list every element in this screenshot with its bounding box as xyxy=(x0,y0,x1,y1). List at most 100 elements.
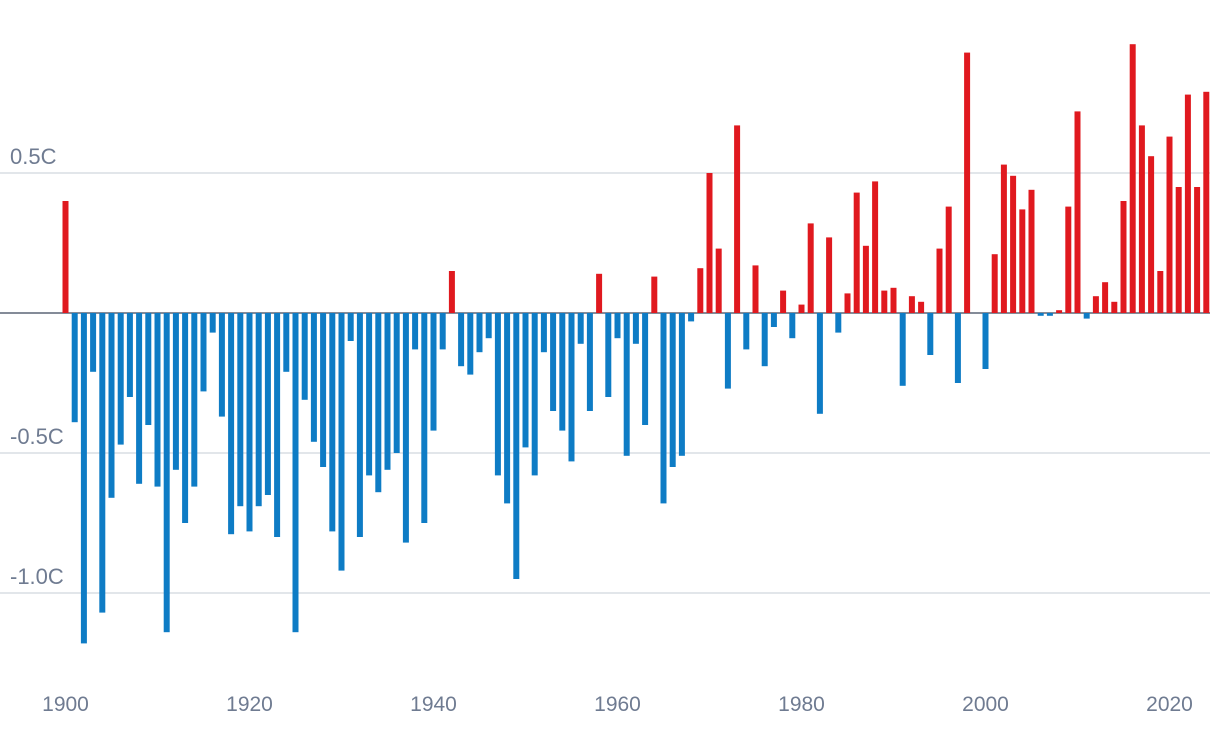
bar-1903 xyxy=(90,313,97,372)
bar-1979 xyxy=(789,313,796,339)
bar-1993 xyxy=(918,301,925,313)
bar-1934 xyxy=(375,313,382,493)
bar-2003 xyxy=(1010,175,1017,313)
bar-1937 xyxy=(402,313,409,543)
bar-1963 xyxy=(642,313,649,425)
bar-1995 xyxy=(936,248,943,313)
bar-1988 xyxy=(872,181,879,313)
x-tick-label: 1980 xyxy=(778,693,825,716)
bar-1960 xyxy=(614,313,621,339)
bar-2014 xyxy=(1111,301,1118,313)
bar-2005 xyxy=(1028,189,1035,313)
bar-1921 xyxy=(255,313,262,507)
y-tick-label: -1.0C xyxy=(10,564,64,589)
bar-1912 xyxy=(172,313,179,470)
bar-1945 xyxy=(476,313,483,353)
bar-2019 xyxy=(1157,271,1164,313)
bar-1904 xyxy=(99,313,106,613)
bar-1935 xyxy=(384,313,391,470)
bar-1905 xyxy=(108,313,115,498)
bar-2020 xyxy=(1166,136,1173,313)
bar-1969 xyxy=(697,268,704,313)
bar-2013 xyxy=(1102,282,1109,313)
bar-1951 xyxy=(531,313,538,476)
x-tick-label: 1920 xyxy=(226,693,273,716)
bar-1958 xyxy=(596,273,603,313)
bar-1911 xyxy=(163,313,170,633)
bar-1957 xyxy=(586,313,593,411)
bar-2010 xyxy=(1074,111,1081,314)
bar-1917 xyxy=(218,313,225,417)
bar-1965 xyxy=(660,313,667,504)
bar-1977 xyxy=(770,313,777,327)
bar-2000 xyxy=(982,313,989,369)
bar-1902 xyxy=(80,313,87,644)
bar-1916 xyxy=(209,313,216,333)
bar-1949 xyxy=(513,313,520,579)
bar-1923 xyxy=(274,313,281,537)
bar-1932 xyxy=(356,313,363,537)
x-tick-label: 2020 xyxy=(1146,693,1193,716)
x-tick-label: 1940 xyxy=(410,693,457,716)
bar-1926 xyxy=(301,313,308,400)
bar-1964 xyxy=(651,276,658,313)
bar-1908 xyxy=(136,313,143,484)
bar-1940 xyxy=(430,313,437,431)
bar-1976 xyxy=(761,313,768,367)
bar-1984 xyxy=(835,313,842,333)
bar-1942 xyxy=(448,271,455,313)
bar-1975 xyxy=(752,265,759,313)
bar-1928 xyxy=(320,313,327,467)
bar-1955 xyxy=(568,313,575,462)
bar-1981 xyxy=(807,223,814,313)
bar-1918 xyxy=(228,313,235,535)
bar-2011 xyxy=(1083,313,1090,319)
bar-1922 xyxy=(264,313,271,495)
bar-1967 xyxy=(678,313,685,456)
bar-1929 xyxy=(329,313,336,532)
bar-1910 xyxy=(154,313,161,487)
bar-1913 xyxy=(182,313,189,523)
bar-1973 xyxy=(734,125,741,314)
bar-2001 xyxy=(991,254,998,313)
bar-1968 xyxy=(688,313,695,322)
bar-1914 xyxy=(191,313,198,487)
bar-1943 xyxy=(458,313,465,367)
bar-1962 xyxy=(632,313,639,344)
bar-1982 xyxy=(816,313,823,414)
bar-1950 xyxy=(522,313,529,448)
bar-1919 xyxy=(237,313,244,507)
bar-1906 xyxy=(117,313,124,445)
x-tick-label: 1960 xyxy=(594,693,641,716)
bar-2023 xyxy=(1194,187,1201,313)
bar-1997 xyxy=(954,313,961,383)
bar-2024 xyxy=(1203,91,1210,313)
bar-1927 xyxy=(310,313,317,442)
bar-1961 xyxy=(623,313,630,456)
bar-1978 xyxy=(780,290,787,313)
bar-1998 xyxy=(964,52,971,313)
bar-2012 xyxy=(1092,296,1099,313)
bar-2021 xyxy=(1175,187,1182,313)
bar-1924 xyxy=(283,313,290,372)
bar-1983 xyxy=(826,237,833,313)
bar-layer xyxy=(62,44,1210,644)
bar-1986 xyxy=(853,192,860,313)
bar-1909 xyxy=(145,313,152,425)
bar-1907 xyxy=(126,313,133,397)
bar-1971 xyxy=(715,248,722,313)
x-tick-label: 2000 xyxy=(962,693,1009,716)
bar-2004 xyxy=(1019,209,1026,313)
bar-1954 xyxy=(559,313,566,431)
bar-1901 xyxy=(71,313,78,423)
bar-1948 xyxy=(504,313,511,504)
bar-1900 xyxy=(62,201,69,313)
bar-1996 xyxy=(945,206,952,313)
bar-1933 xyxy=(366,313,373,476)
bar-1992 xyxy=(908,296,915,313)
bar-1956 xyxy=(577,313,584,344)
x-tick-label: 1900 xyxy=(42,693,89,716)
bar-1920 xyxy=(246,313,253,532)
bar-1939 xyxy=(421,313,428,523)
